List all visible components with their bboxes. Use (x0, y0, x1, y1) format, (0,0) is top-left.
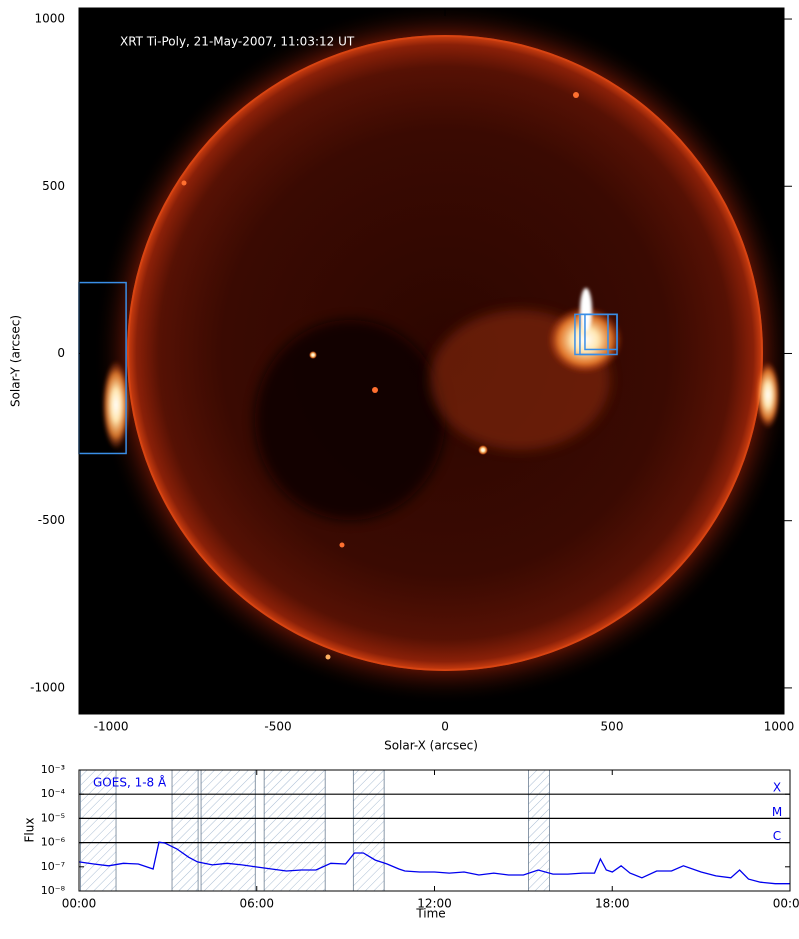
plot-frame (78, 7, 785, 715)
data-interval (171, 770, 199, 891)
plot-area (79, 770, 790, 891)
bright-point (325, 654, 331, 660)
x-tick-label: -500 (264, 720, 291, 734)
y-axis-label: Solar-Y (arcsec) (9, 315, 23, 407)
bright-point (339, 542, 345, 548)
x-tick-label: 12:00 (417, 897, 452, 911)
x-axis-label: Time (415, 907, 445, 921)
y-tick-label: 10⁻⁶ (41, 836, 66, 849)
y-tick-label: 10⁻⁸ (41, 884, 66, 897)
active-region-core (580, 288, 592, 332)
flare-class-label: X (773, 781, 781, 795)
solar-image (93, 8, 784, 705)
y-tick-label: 10⁻³ (41, 763, 65, 776)
bright-point (573, 92, 579, 98)
y-tick-label: 1000 (34, 12, 65, 26)
y-tick-label: 10⁻⁴ (41, 787, 66, 800)
limb-bright-west (756, 361, 780, 429)
flare-class-label: C (773, 829, 781, 843)
y-tick-label: 500 (42, 179, 65, 193)
bright-point (372, 387, 378, 393)
x-tick-label: 00:00 (773, 897, 799, 911)
image-annotation: XRT Ti-Poly, 21-May-2007, 11:03:12 UT (120, 35, 355, 49)
bright-point (181, 180, 187, 186)
limb (127, 35, 763, 671)
y-axis-label: Flux (23, 818, 37, 843)
data-interval (80, 770, 117, 891)
x-tick-label: 00:00 (62, 897, 97, 911)
flux-line (79, 841, 790, 885)
x-axis-label: Solar-X (arcsec) (384, 739, 478, 753)
y-tick-label: -500 (38, 513, 65, 527)
data-interval (352, 770, 385, 891)
flare-class-label: M (772, 805, 782, 819)
x-tick-label: 0 (441, 720, 449, 734)
x-tick-label: 18:00 (595, 897, 630, 911)
region-box (584, 313, 618, 351)
y-tick-label: 0 (57, 346, 65, 360)
data-interval (263, 770, 326, 891)
x-tick-label: 1000 (764, 720, 795, 734)
coronal-hole (255, 320, 445, 520)
y-tick-label: 10⁻⁷ (41, 860, 65, 873)
data-interval (200, 770, 256, 891)
bright-point (478, 445, 488, 455)
limb-bright-east (102, 360, 130, 450)
x-tick-label: 06:00 (239, 897, 274, 911)
bright-point (309, 351, 317, 359)
legend-label: GOES, 1-8 Å (93, 775, 167, 790)
data-interval (528, 770, 550, 891)
x-tick-label: 500 (601, 720, 624, 734)
y-tick-label: -1000 (30, 680, 65, 694)
x-tick-label: -1000 (94, 720, 129, 734)
y-tick-label: 10⁻⁵ (41, 811, 65, 824)
